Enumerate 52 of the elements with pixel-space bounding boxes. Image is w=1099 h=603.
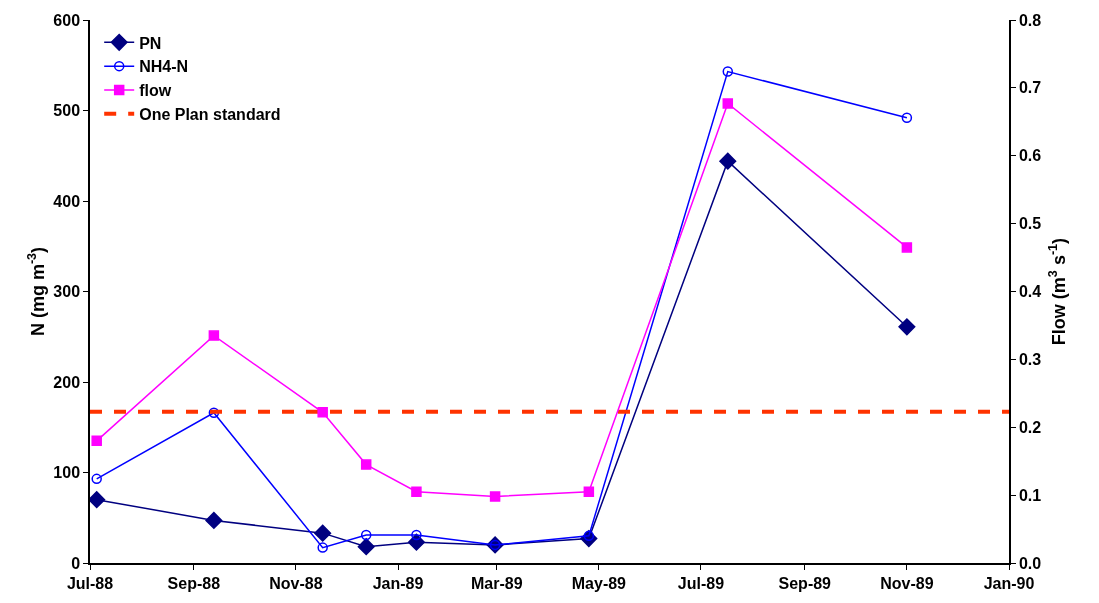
point <box>317 407 328 418</box>
point <box>360 529 372 541</box>
x-tick-label: Nov-88 <box>269 574 323 592</box>
y2-tick-label: 0.0 <box>1018 554 1042 572</box>
point <box>489 491 501 502</box>
point <box>898 318 916 336</box>
point <box>722 66 734 77</box>
y2-tick-label: 0.4 <box>1018 283 1042 301</box>
point <box>583 486 595 497</box>
point <box>901 242 913 253</box>
y-tick-label: 200 <box>53 373 81 391</box>
point <box>208 407 220 419</box>
legend-label: NH4-N <box>139 58 189 76</box>
x-tick-label: Jul-89 <box>677 574 725 592</box>
point <box>719 152 737 170</box>
point <box>901 112 913 123</box>
y-tick-label: 300 <box>53 283 81 301</box>
point <box>411 486 422 497</box>
x-tick-label: Mar-89 <box>470 574 523 592</box>
x-tick-label: Jan-90 <box>983 574 1035 592</box>
x-tick-label: Jul-88 <box>66 574 114 592</box>
y-tick-label: 0 <box>71 554 81 572</box>
point <box>357 538 375 556</box>
y-tick-label: 400 <box>53 192 81 210</box>
point <box>90 491 106 509</box>
x-tick-label: Sep-88 <box>167 574 221 592</box>
y-tick-label: 500 <box>53 102 81 120</box>
point <box>317 542 328 553</box>
legend-label: PN <box>139 34 162 52</box>
x-tick-label: Jan-89 <box>372 574 424 592</box>
y2-tick-label: 0.5 <box>1018 215 1042 233</box>
legend-label: flow <box>139 82 172 100</box>
y2-tick-label: 0.3 <box>1018 350 1042 368</box>
point <box>411 529 422 541</box>
legend-label: One Plan standard <box>139 105 281 123</box>
point <box>208 330 220 341</box>
y2-tick-label: 0.8 <box>1018 11 1042 29</box>
x-tick-label: May-89 <box>571 574 627 592</box>
y2-tick-label: 0.1 <box>1018 486 1042 504</box>
y-tick-label: 100 <box>53 464 81 482</box>
y-tick-label: 600 <box>53 11 81 29</box>
point <box>91 435 102 447</box>
point <box>205 511 223 530</box>
y2-tick-label: 0.2 <box>1018 418 1042 436</box>
point <box>722 98 734 109</box>
y2-tick-label: 0.7 <box>1018 79 1042 97</box>
x-tick-label: Sep-89 <box>778 574 832 592</box>
x-tick-label: Nov-89 <box>880 574 934 592</box>
point <box>91 473 102 485</box>
y2-tick-label: 0.6 <box>1018 147 1042 165</box>
point <box>314 524 332 542</box>
point <box>360 459 372 470</box>
